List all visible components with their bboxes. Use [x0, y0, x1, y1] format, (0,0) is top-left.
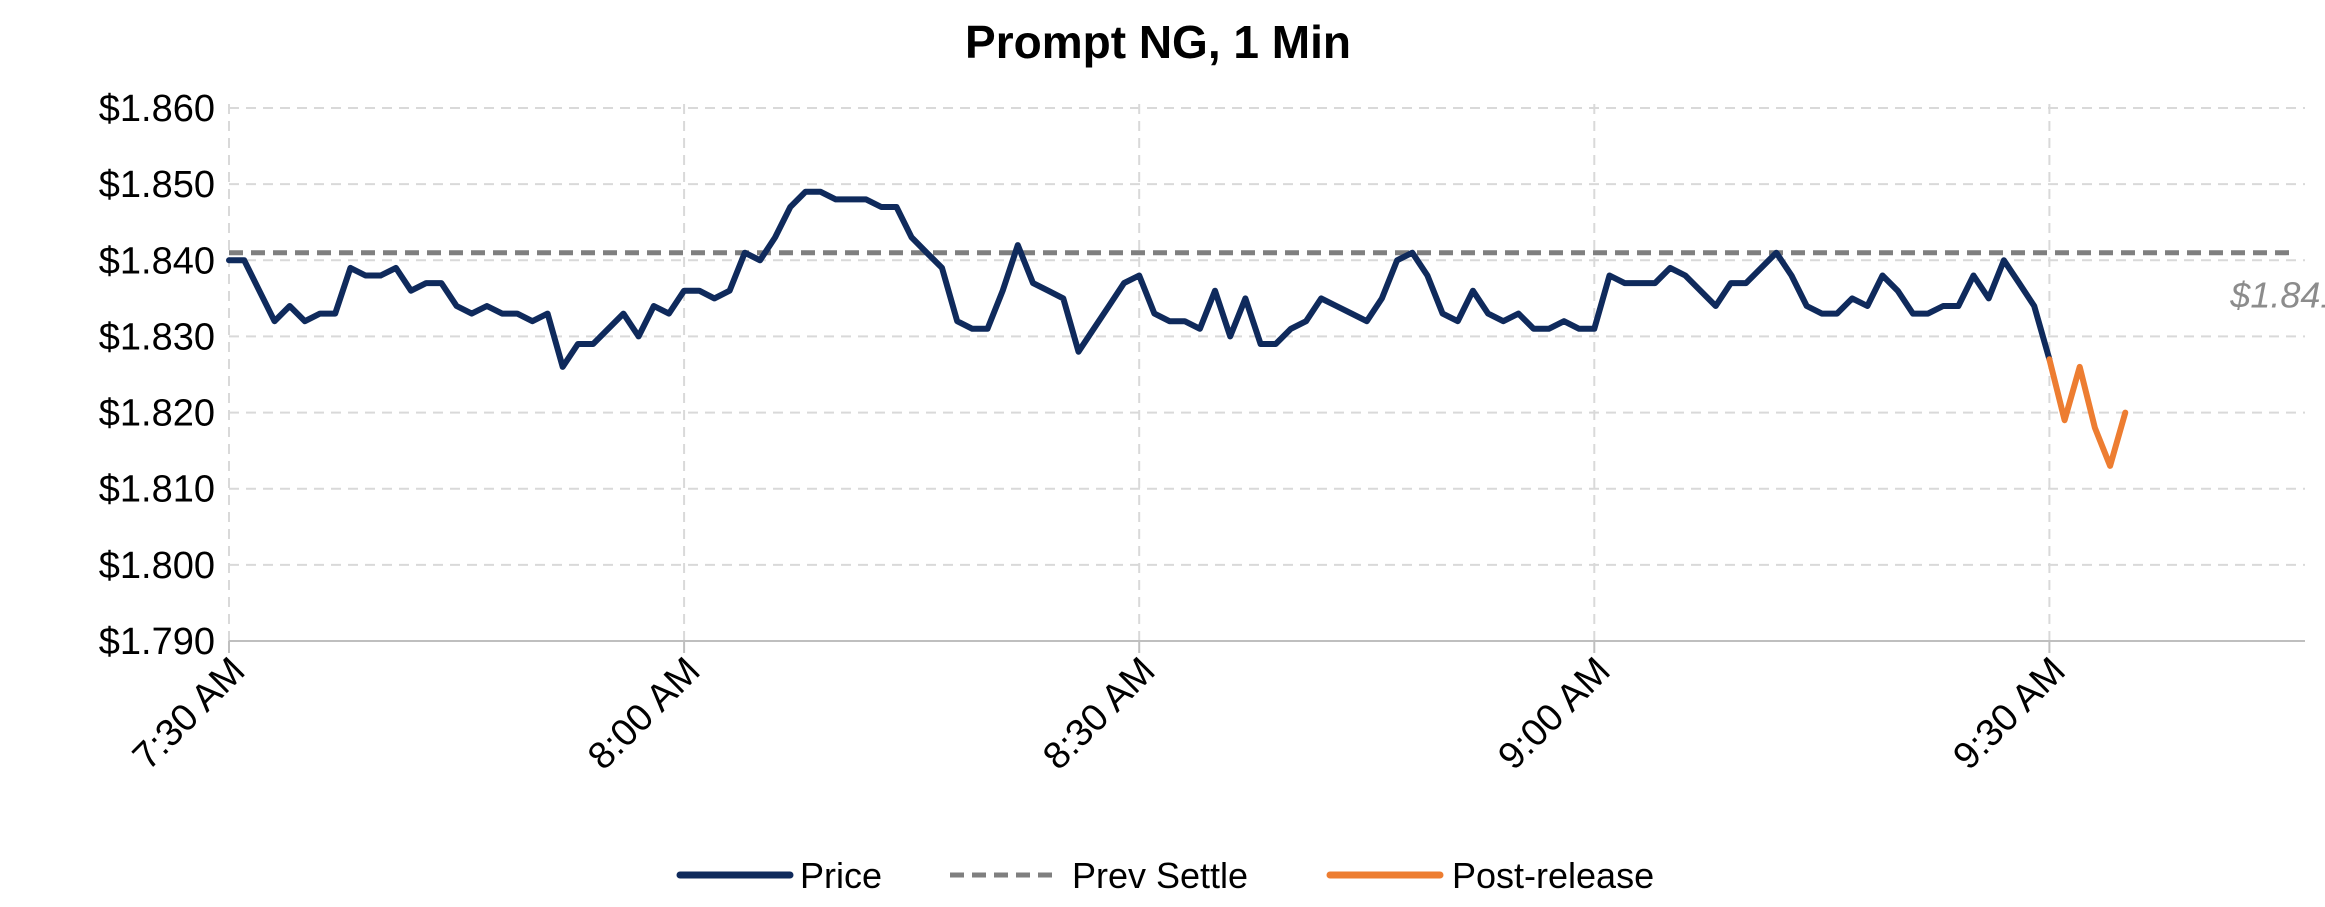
y-tick-label: $1.830 [99, 316, 215, 358]
y-tick-label: $1.820 [99, 393, 215, 435]
y-tick-label: $1.800 [99, 545, 215, 587]
grid [228, 104, 2305, 653]
chart-title: Prompt NG, 1 Min [965, 16, 1351, 68]
x-tick-label: 9:00 AM [1490, 650, 1618, 778]
legend-item-prev-settle: Prev Settle [950, 855, 1248, 896]
x-tick-label: 7:30 AM [125, 650, 253, 778]
series-line-post-release [2046, 356, 2129, 469]
legend: Price Prev Settle Post-release [676, 855, 1654, 896]
series-line-price [226, 188, 2053, 370]
legend-item-price: Price [676, 855, 882, 896]
settle-price-annotation: $1.841 [2229, 275, 2325, 316]
x-tick-labels: 7:30 AM 8:00 AM 8:30 AM 9:00 AM 9:30 AM [125, 650, 2074, 778]
series-lines [226, 188, 2293, 469]
legend-label-prev-settle: Prev Settle [1072, 855, 1248, 896]
legend-label-price: Price [800, 855, 882, 896]
x-tick-label: 8:30 AM [1035, 650, 1163, 778]
y-tick-label: $1.860 [99, 88, 215, 130]
annotations: $1.841 [2229, 275, 2325, 316]
y-tick-label: $1.790 [99, 621, 215, 663]
y-tick-labels: $1.790 $1.800 $1.810 $1.820 $1.830 $1.840 $1.8… [99, 88, 215, 663]
y-tick-label: $1.850 [99, 164, 215, 206]
y-tick-label: $1.840 [99, 240, 215, 282]
legend-item-post-release: Post-release [1326, 855, 1654, 896]
y-tick-label: $1.810 [99, 469, 215, 511]
x-tick-label: 9:30 AM [1945, 650, 2073, 778]
x-tick-label: 8:00 AM [580, 650, 708, 778]
legend-label-post-release: Post-release [1452, 855, 1654, 896]
